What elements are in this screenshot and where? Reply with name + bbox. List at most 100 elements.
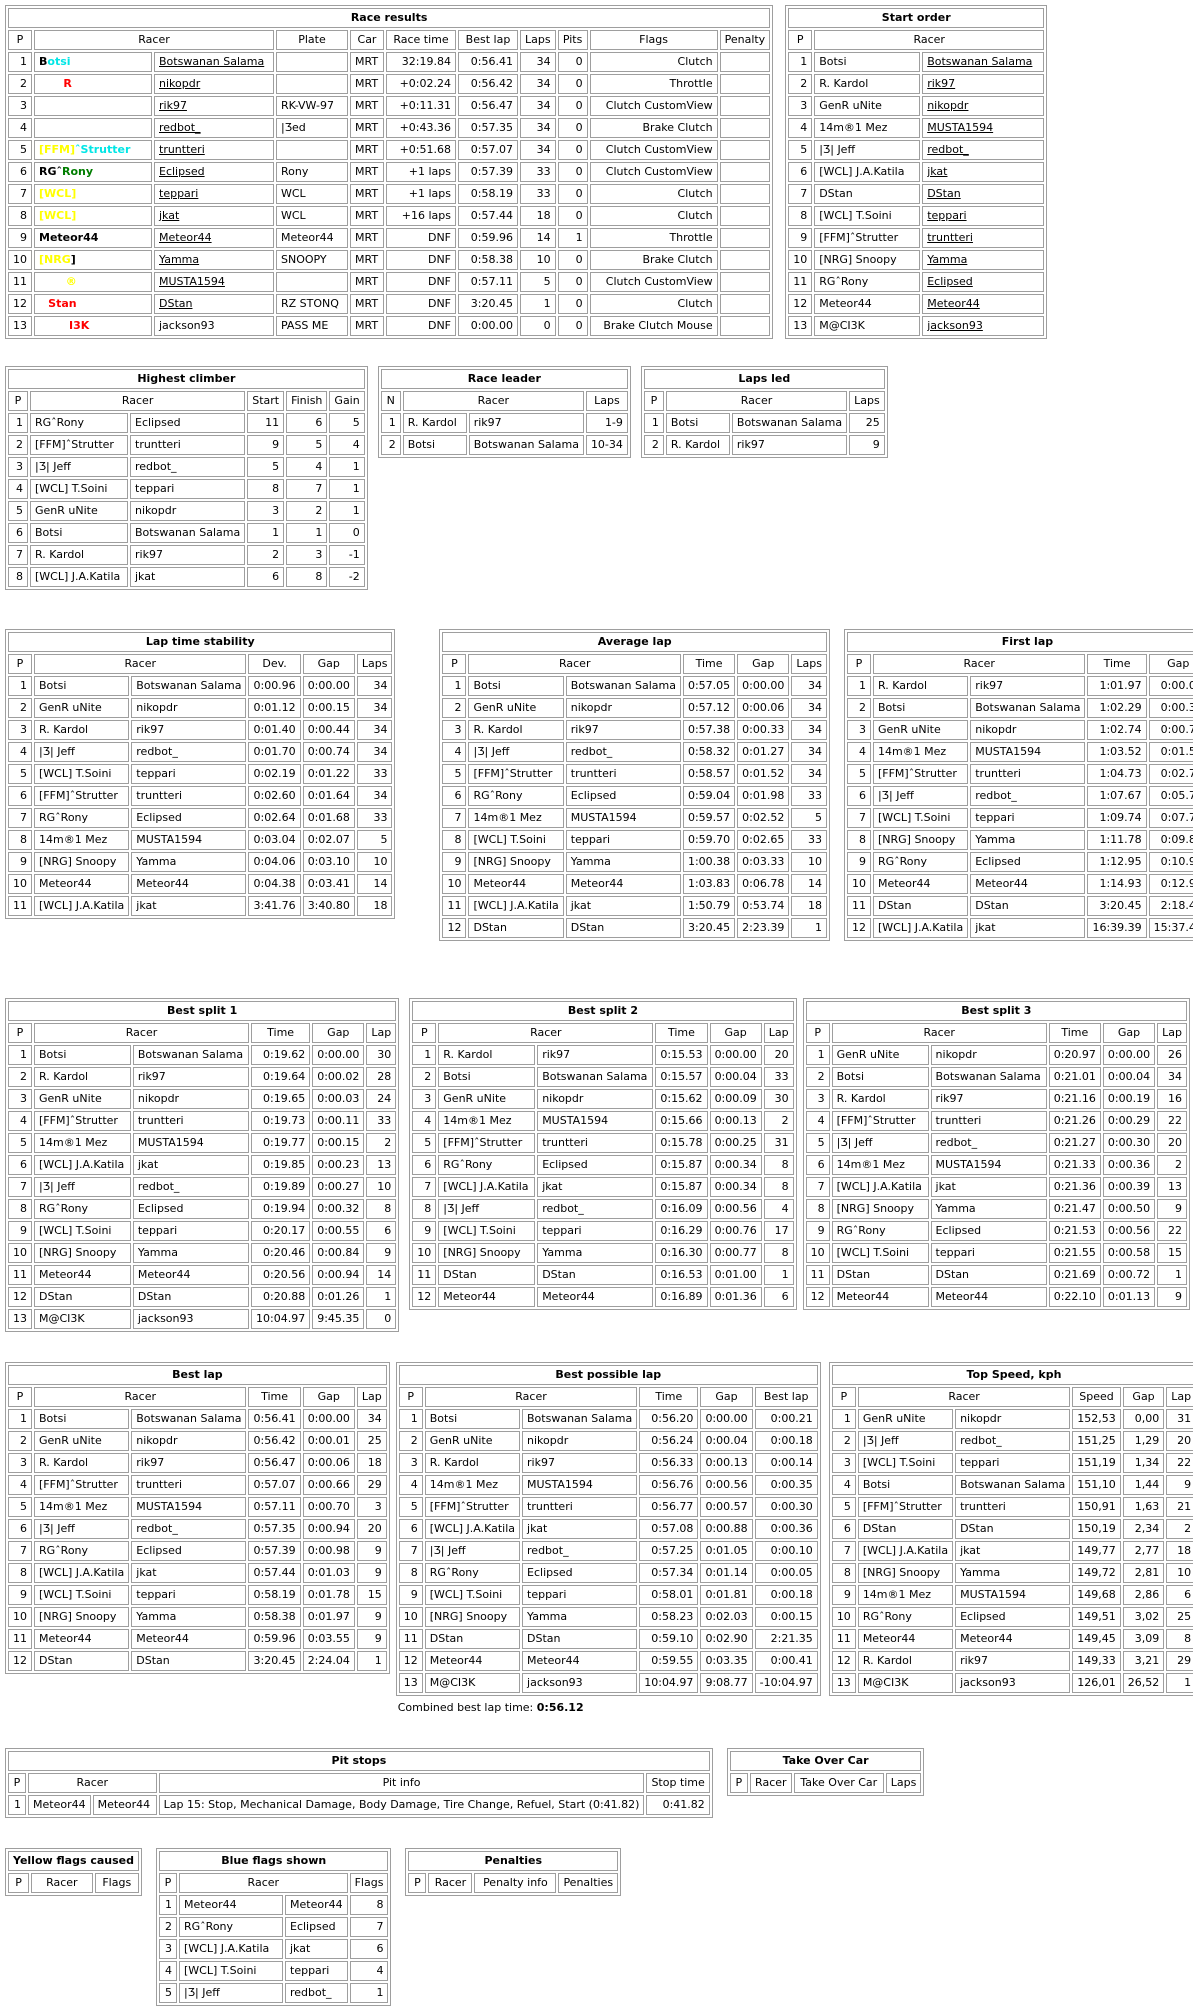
cell: 1 (8, 1795, 26, 1815)
racer-link[interactable]: truntteri (922, 228, 1045, 248)
racer-link[interactable]: redbot_ (922, 140, 1045, 160)
column-header: Racer (438, 1023, 654, 1043)
cell: 6 (1166, 1585, 1193, 1605)
combined-best-lap-value: 0:56.12 (536, 1701, 584, 1714)
table-row: 11 Meteor44 Meteor44 0:59.96 0:03.55 9 (8, 1629, 387, 1649)
cell: 0:58.32 (682, 742, 736, 762)
cell: [FFM]ˆStrutter (34, 786, 130, 806)
racer-link[interactable]: Botswanan Salama (154, 52, 274, 72)
racer-link[interactable]: jackson93 (922, 316, 1045, 336)
race-results-section: Race results P Racer Plate Car Race time Best … (5, 5, 774, 339)
table-title: Highest climber (8, 369, 365, 389)
cell: DStan (537, 1265, 654, 1285)
cell: rik97 (970, 676, 1086, 696)
table-row: 3 GenR uNite nikopdr (788, 96, 1045, 116)
cell: [WCL] J.A.Katila (30, 567, 128, 587)
cell: redbot_ (537, 1199, 654, 1219)
cell: 31 (1166, 1409, 1193, 1429)
racer-link[interactable]: nikopdr (922, 96, 1045, 116)
racer-link[interactable]: truntteri (154, 140, 274, 160)
racer-link[interactable]: rik97 (922, 74, 1045, 94)
cell: 10 (791, 852, 827, 872)
cell: |Ʒ| Jeff (857, 1431, 954, 1451)
cell: rik97 (930, 1089, 1047, 1109)
cell: 12 (8, 1287, 32, 1307)
racer-link[interactable]: redbot_ (154, 118, 274, 138)
racer-link[interactable]: Meteor44 (922, 294, 1045, 314)
cell: 12 (846, 918, 871, 938)
cell: 0:00.34 (709, 1177, 762, 1197)
cell: teppari (955, 1453, 1071, 1473)
cell: rik97 (522, 1453, 638, 1473)
racer-link[interactable]: Yamma (922, 250, 1045, 270)
table-row: 7 [WCL] T.Soini teppari WCL MRT +1 laps 0:58.1… (8, 184, 771, 204)
cell: Throttle (589, 228, 718, 248)
cell: DStan (438, 1265, 536, 1285)
cell: 0:58.57 (682, 764, 736, 784)
cell: 22 (1157, 1221, 1187, 1241)
cell: 1 (247, 523, 285, 543)
racer-link[interactable]: teppari (154, 184, 274, 204)
racer-link[interactable]: nikopdr (154, 74, 274, 94)
racer-link[interactable]: jkat (154, 206, 274, 226)
cell: 0:57.07 (248, 1475, 301, 1495)
cell: |Ʒ| Jeff (424, 1541, 521, 1561)
table-title: Blue flags shown (159, 1851, 389, 1871)
cell: 152,53 (1072, 1409, 1121, 1429)
cell: 0:20.17 (251, 1221, 311, 1241)
table-row: 4 14m®1 Mez MUSTA1594 0:15.66 0:00.13 2 (412, 1111, 794, 1131)
cell: WCL (276, 184, 348, 204)
cell: 0:01.13 (1102, 1287, 1156, 1307)
cell: Meteor44 (92, 1795, 157, 1815)
cell: 150,91 (1072, 1497, 1121, 1517)
cell: 0:21.27 (1048, 1133, 1101, 1153)
racer-link[interactable]: rik97 (154, 96, 274, 116)
racer-link[interactable]: Eclipsed (922, 272, 1045, 292)
racer-link[interactable]: DStan (154, 294, 274, 314)
cell: nikopdr (930, 1045, 1047, 1065)
cell: 0:00.76 (709, 1221, 762, 1241)
cell: 3 (356, 1497, 387, 1517)
cell: 0:21.53 (1048, 1221, 1101, 1241)
racer-link[interactable]: teppari (922, 206, 1045, 226)
cell: teppari (132, 1221, 249, 1241)
racer-link[interactable]: DStan (922, 184, 1045, 204)
cell: Clutch (589, 206, 718, 226)
racer-link[interactable]: Meteor44 (154, 228, 274, 248)
cell: jkat (537, 1177, 654, 1197)
cell: MUSTA1594 (131, 1497, 247, 1517)
racer-link[interactable]: Yamma (154, 250, 274, 270)
cell: [WCL] T.Soini (34, 764, 130, 784)
cell: 0:56.41 (458, 52, 518, 72)
table-row: 2 GenR uNite nikopdr 0:56.42 0:00.01 25 (8, 1431, 387, 1451)
cell: [WCL] T.Soini (179, 1961, 283, 1981)
cell: 0:00.13 (709, 1111, 762, 1131)
cell: Botsi (34, 1045, 131, 1065)
cell: [NRG] Snoopy (34, 1607, 130, 1627)
cell: 2 (763, 1111, 794, 1131)
racer-link[interactable]: MUSTA1594 (922, 118, 1045, 138)
cell: 4 (8, 742, 32, 762)
cell: 10:04.97 (639, 1673, 699, 1693)
cell: 14 (520, 228, 556, 248)
table-row: 6 [WCL] J.A.Katila jkat 0:57.08 0:00.88 0:00.… (398, 1519, 818, 1539)
cell: nikopdr (565, 698, 681, 718)
racer-link[interactable]: Botswanan Salama (922, 52, 1045, 72)
racer-name-segment: ˆStrutter (75, 143, 131, 156)
cell: 3:20.45 (458, 294, 518, 314)
racer-link[interactable]: Eclipsed (154, 162, 274, 182)
cell: jkat (130, 567, 246, 587)
cell: 4 (159, 1961, 177, 1981)
table-row: 2 [FFM]ˆStrutter truntteri 9 5 4 (8, 435, 365, 455)
cell: [WCL] T.Soini (857, 1453, 954, 1473)
cell: 0:00.98 (302, 1541, 355, 1561)
racer-link[interactable]: MUSTA1594 (154, 272, 274, 292)
cell: 6 (8, 1519, 32, 1539)
cell: 0:01.68 (302, 808, 355, 828)
cell: 149,77 (1072, 1541, 1121, 1561)
cell: 25 (1166, 1607, 1193, 1627)
cell: 0:58.01 (639, 1585, 699, 1605)
cell: 0:57.35 (248, 1519, 301, 1539)
racer-link[interactable]: jkat (922, 162, 1045, 182)
cell: R. Kardol (468, 720, 564, 740)
